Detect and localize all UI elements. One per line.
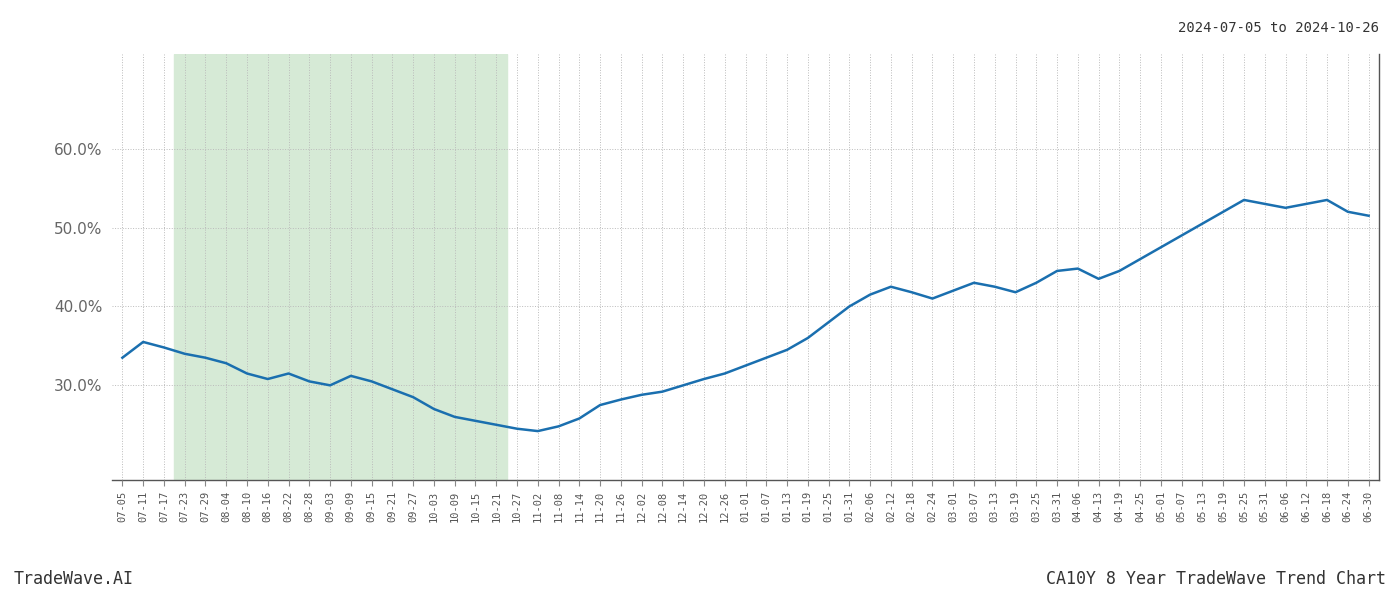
Text: 2024-07-05 to 2024-10-26: 2024-07-05 to 2024-10-26 xyxy=(1177,21,1379,35)
Bar xyxy=(175,54,507,480)
Text: CA10Y 8 Year TradeWave Trend Chart: CA10Y 8 Year TradeWave Trend Chart xyxy=(1046,570,1386,588)
Text: TradeWave.AI: TradeWave.AI xyxy=(14,570,134,588)
